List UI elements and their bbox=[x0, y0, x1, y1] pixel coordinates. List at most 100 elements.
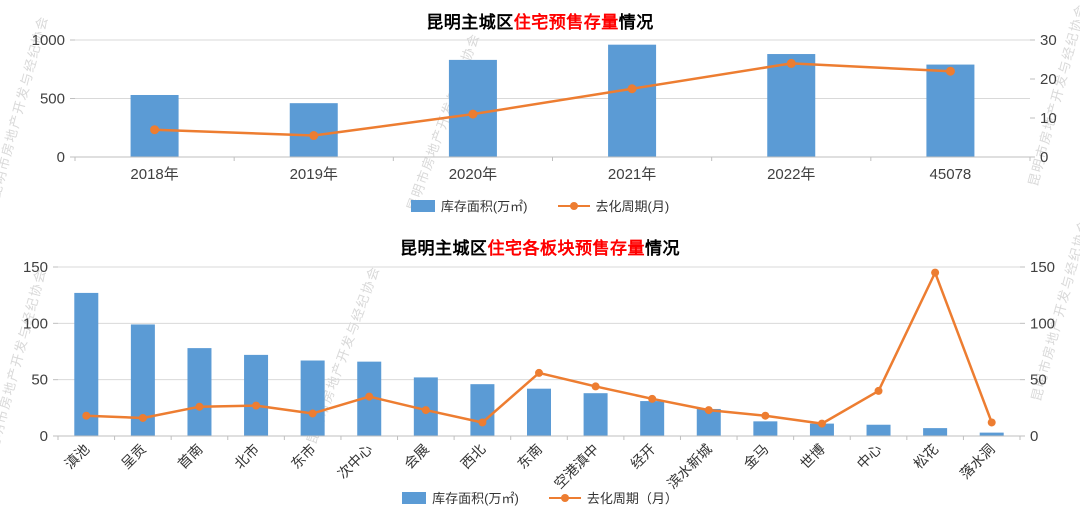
bar bbox=[926, 64, 975, 157]
x-axis-label: 金马 bbox=[740, 441, 771, 472]
y-axis-label: 100 bbox=[23, 315, 48, 332]
chart1-title-prefix: 昆明主城区 bbox=[426, 13, 514, 32]
line-point bbox=[195, 402, 204, 411]
bar bbox=[583, 393, 608, 436]
chart1-legend: 库存面积(万㎡) 去化周期(月) bbox=[0, 196, 1080, 215]
x-axis-label: 2022年 bbox=[767, 166, 815, 183]
x-axis-label: 2020年 bbox=[449, 166, 497, 183]
line-point bbox=[138, 413, 147, 422]
chart2-title-highlight: 住宅各板块预售存量 bbox=[487, 239, 645, 258]
line-point bbox=[478, 418, 487, 427]
y-axis-label: 1000 bbox=[32, 32, 65, 49]
line-point bbox=[931, 268, 940, 277]
x-axis-label: 45078 bbox=[930, 166, 972, 183]
bar bbox=[448, 59, 497, 157]
y2-axis-label: 10 bbox=[1040, 110, 1057, 127]
x-axis-label: 次中心 bbox=[334, 441, 375, 482]
chart2-legend-line-label: 去化周期（月） bbox=[586, 491, 678, 506]
bar bbox=[527, 388, 551, 436]
chart2-title-suffix: 情况 bbox=[645, 239, 680, 258]
bar bbox=[300, 360, 325, 436]
y2-axis-label: 30 bbox=[1040, 32, 1057, 49]
x-axis-label: 2018年 bbox=[130, 166, 178, 183]
line-point bbox=[535, 368, 543, 377]
x-axis-label: 会展 bbox=[401, 441, 432, 472]
line-point bbox=[150, 125, 160, 135]
bar bbox=[767, 54, 816, 157]
chart2-plot-area: 0 50 100 150 0 50 100 150 滇池 呈贡 首南 北市 东市 次中心 会展 西北 东南 空港滇… bbox=[23, 259, 1055, 492]
line-point bbox=[365, 392, 374, 401]
line-point bbox=[817, 419, 826, 428]
line-point bbox=[627, 84, 637, 94]
line-series bbox=[154, 62, 951, 137]
chart2-legend-bar-label: 库存面积(万㎡) bbox=[432, 491, 519, 506]
chart1-legend-bar-label: 库存面积(万㎡) bbox=[440, 199, 528, 214]
bar bbox=[923, 428, 948, 436]
x-axis-label: 空港滇中 bbox=[551, 441, 602, 492]
x-axis-label: 2019年 bbox=[290, 166, 338, 183]
chart1-title-highlight: 住宅预售存量 bbox=[513, 13, 619, 32]
chart1-title: 昆明主城区住宅预售存量情况 bbox=[0, 8, 1080, 33]
chart1-plot-area: 0 500 1000 0 10 20 30 2018年 2019年 2020年 2021年 2022年… bbox=[32, 32, 1057, 183]
line-point bbox=[648, 394, 657, 403]
x-axis-label: 松花 bbox=[910, 441, 941, 472]
bar bbox=[979, 432, 1004, 436]
line-series-swatch-icon bbox=[548, 492, 581, 504]
chart2-legend: 库存面积(万㎡) 去化周期（月） bbox=[0, 488, 1080, 507]
bar bbox=[187, 348, 212, 436]
bar bbox=[866, 424, 891, 436]
bar bbox=[289, 103, 338, 157]
chart1-title-suffix: 情况 bbox=[618, 13, 654, 32]
chart1-legend-item-bar: 库存面积(万㎡) bbox=[410, 196, 528, 215]
chart2-title: 昆明主城区住宅各板块预售存量情况 bbox=[0, 234, 1080, 259]
chart2-title-prefix: 昆明主城区 bbox=[400, 239, 488, 258]
bar bbox=[640, 401, 665, 436]
x-axis-label: 滨水新城 bbox=[664, 441, 715, 492]
y2-axis-label: 100 bbox=[1030, 315, 1055, 332]
line-point bbox=[308, 409, 317, 418]
line-point bbox=[945, 66, 955, 76]
chart1-legend-line-label: 去化周期(月) bbox=[595, 199, 670, 214]
y-axis-label: 150 bbox=[23, 259, 48, 276]
line-point bbox=[309, 131, 319, 141]
line-point bbox=[761, 411, 770, 420]
line-point bbox=[82, 411, 91, 420]
x-axis-label: 西北 bbox=[457, 441, 488, 472]
chart2-legend-item-line: 去化周期（月） bbox=[548, 488, 678, 507]
y-axis-label: 0 bbox=[57, 149, 65, 166]
chart2-legend-item-bar: 库存面积(万㎡) bbox=[402, 488, 519, 507]
x-axis-label: 首南 bbox=[174, 441, 205, 472]
y2-axis-label: 50 bbox=[1030, 372, 1047, 389]
line-point bbox=[987, 418, 996, 427]
x-axis-label: 2021年 bbox=[608, 166, 656, 183]
line-point bbox=[421, 406, 430, 415]
line-series-swatch-icon bbox=[557, 200, 590, 212]
line-point bbox=[468, 109, 478, 119]
x-axis-label: 呈贡 bbox=[118, 441, 149, 472]
x-axis-label: 落水洞 bbox=[957, 441, 998, 482]
bar-series-swatch-icon bbox=[410, 199, 435, 212]
bar bbox=[608, 44, 657, 157]
bar bbox=[470, 384, 495, 436]
y-axis-label: 50 bbox=[31, 372, 48, 389]
y-axis-label: 0 bbox=[40, 428, 48, 445]
y2-axis-label: 20 bbox=[1040, 71, 1057, 88]
line-point bbox=[874, 386, 883, 395]
bar-series-swatch-icon bbox=[402, 491, 427, 504]
line-point bbox=[786, 58, 796, 68]
chart1-legend-item-line: 去化周期(月) bbox=[557, 196, 670, 215]
x-axis-label: 东南 bbox=[514, 441, 545, 472]
y2-axis-label: 150 bbox=[1030, 259, 1055, 276]
x-axis-label: 北市 bbox=[231, 441, 262, 472]
bar bbox=[244, 354, 269, 436]
x-axis-label: 经开 bbox=[627, 441, 658, 472]
bar bbox=[753, 421, 778, 436]
y2-axis-label: 0 bbox=[1040, 149, 1048, 166]
x-axis-label: 东市 bbox=[288, 441, 319, 472]
y-axis-label: 500 bbox=[40, 91, 65, 108]
x-axis-label: 滇池 bbox=[61, 441, 92, 472]
line-point bbox=[252, 401, 261, 410]
bar bbox=[809, 423, 834, 436]
x-axis-label: 中心 bbox=[854, 441, 885, 472]
